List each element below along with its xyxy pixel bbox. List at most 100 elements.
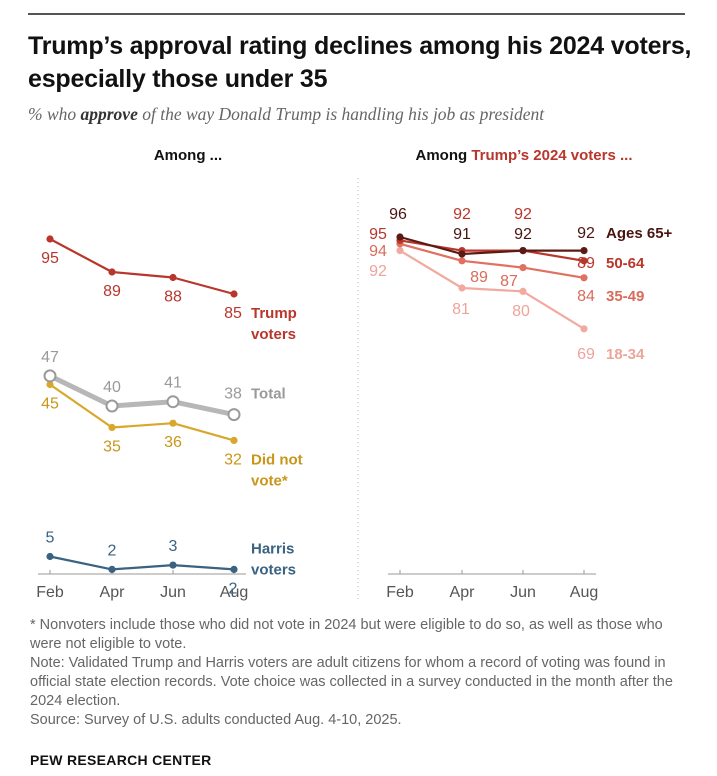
left-point-1-3	[227, 408, 241, 422]
left-value-label: 40	[103, 379, 121, 396]
footnote-source: Source: Survey of U.S. adults conducted …	[30, 712, 402, 728]
left-point-3-2	[169, 561, 177, 569]
right-value-aug: 84	[577, 288, 595, 305]
left-series-label: voters	[251, 326, 296, 343]
left-value-label: 32	[224, 451, 242, 468]
right-panel: Among Trump’s 2024 voters ... Feb Apr Jun Au…	[369, 147, 672, 601]
left-series-label: Did not	[251, 451, 303, 468]
left-value-label: 47	[41, 349, 59, 366]
left-value-label: 45	[41, 396, 59, 413]
left-series-line-2	[48, 383, 236, 442]
left-value-label: 2	[108, 542, 117, 559]
right-value-label: 89	[470, 269, 488, 286]
right-x-tick-label: Feb	[386, 584, 414, 601]
right-series-label: 35-49	[606, 288, 644, 305]
left-point-0-2	[169, 273, 177, 282]
brand-logo: PEW RESEARCH CENTER	[30, 752, 212, 768]
right-x-tick-label: Jun	[510, 584, 536, 601]
right-value-label: 92	[514, 206, 532, 223]
right-series-label: 50-64	[606, 255, 645, 272]
left-point-1-2	[166, 395, 180, 409]
left-series-line-3	[48, 555, 236, 571]
right-point-1-3	[580, 257, 588, 265]
approval-chart: Among ... Feb Apr Jun Aug 95 89 88 85 Trump voters…	[36, 147, 672, 601]
left-point-1-0	[43, 369, 57, 383]
left-point-3-3	[230, 565, 238, 574]
left-x-tick-label: Apr	[100, 584, 126, 601]
left-series-line-0	[48, 237, 236, 296]
right-x-tick-label: Aug	[570, 584, 598, 601]
left-point-2-0	[46, 380, 54, 389]
right-value-feb: 95	[369, 226, 387, 243]
left-series-label: voters	[251, 561, 296, 578]
right-value-feb: 94	[369, 243, 387, 260]
left-value-label: 95	[41, 250, 59, 267]
left-series-label: vote*	[251, 472, 288, 489]
left-panel-heading: Among ...	[154, 147, 222, 164]
right-heading-highlight: Trump’s 2024 voters ...	[471, 147, 632, 164]
left-value-label: 3	[169, 538, 178, 555]
right-point-2-3	[580, 274, 588, 282]
left-series-label: Total	[251, 386, 286, 403]
right-value-aug: 89	[577, 255, 595, 272]
right-series-line-0	[398, 235, 586, 256]
subtitle-bold: approve	[80, 104, 138, 124]
left-point-3-0	[46, 552, 54, 561]
right-series-label: 18-34	[606, 346, 645, 363]
right-point-0-0	[396, 233, 404, 241]
right-point-3-3	[580, 325, 588, 333]
right-value-label: 92	[453, 206, 471, 223]
right-value-feb: 96	[389, 206, 407, 223]
right-value-label: 81	[452, 301, 470, 318]
right-point-0-1	[458, 250, 466, 258]
right-panel-heading: Among Trump’s 2024 voters ...	[415, 147, 632, 164]
left-panel: Among ... Feb Apr Jun Aug 95 89 88 85 Trump voters…	[36, 147, 302, 601]
left-x-tick-label: Jun	[160, 584, 186, 601]
right-point-0-2	[519, 247, 527, 255]
right-x-tick-label: Apr	[450, 584, 476, 601]
left-series-line-1	[47, 373, 237, 418]
right-value-label: 92	[514, 226, 532, 243]
subtitle-pre: % who	[28, 104, 81, 124]
right-value-label: 87	[500, 273, 518, 290]
right-point-3-0	[396, 247, 404, 255]
chart-subtitle: % who approve of the way Donald Trump is…	[28, 104, 708, 125]
left-value-label: 36	[164, 434, 182, 451]
left-x-tick-label: Aug	[220, 584, 248, 601]
left-heading-text: Among ...	[154, 147, 222, 164]
left-point-3-1	[108, 565, 116, 574]
right-point-3-2	[519, 287, 527, 295]
left-series-label: Harris	[251, 540, 294, 557]
left-value-label: 88	[164, 289, 182, 306]
right-series-line-3	[398, 249, 586, 330]
left-point-0-1	[108, 268, 116, 276]
right-point-2-1	[458, 257, 466, 265]
right-point-0-3	[580, 247, 588, 255]
left-series-label: Trump	[251, 305, 297, 322]
right-series-line-2	[398, 242, 586, 279]
left-value-label: 38	[224, 386, 242, 403]
footnotes: * Nonvoters include those who did not vo…	[30, 616, 690, 730]
left-point-2-2	[169, 419, 177, 427]
right-heading-text: Among	[415, 147, 471, 164]
chart-title: Trump’s approval rating declines among h…	[28, 32, 692, 93]
left-value-label: 35	[103, 439, 121, 456]
footnote-nonvoters: * Nonvoters include those who did not vo…	[30, 617, 663, 652]
left-point-0-0	[46, 235, 54, 243]
right-value-label: 91	[453, 226, 471, 243]
left-point-2-1	[108, 423, 116, 432]
right-point-2-2	[519, 264, 527, 272]
right-value-feb: 92	[369, 263, 387, 280]
right-value-aug: 69	[577, 346, 595, 363]
left-value-label: 5	[46, 530, 55, 547]
left-point-2-3	[230, 436, 238, 444]
top-rule	[28, 13, 685, 15]
right-series-label: Ages 65+	[606, 225, 673, 242]
left-value-label: 41	[164, 375, 182, 392]
left-value-label: 85	[224, 305, 242, 322]
right-point-3-1	[458, 284, 466, 292]
right-value-aug: 92	[577, 225, 595, 242]
left-value-label: 89	[103, 283, 121, 300]
left-point-0-3	[230, 290, 238, 298]
left-point-1-1	[105, 399, 119, 413]
